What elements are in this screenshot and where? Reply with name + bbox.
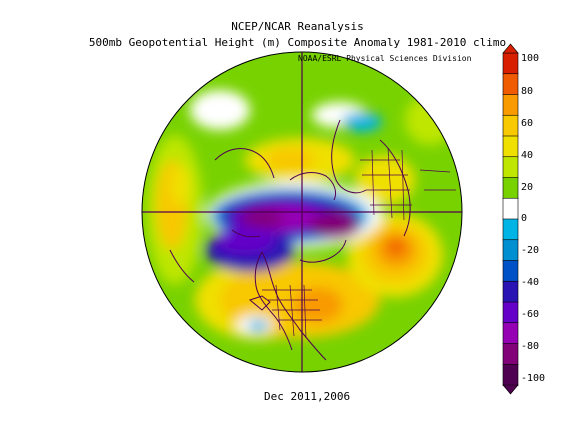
- chart-subtitle: 500mb Geopotential Height (m) Composite …: [88, 36, 507, 49]
- colorbar-tick-label: 0: [521, 213, 528, 224]
- colorbar-segment: [502, 239, 519, 262]
- colorbar-segment: [502, 218, 519, 241]
- colorbar-segment: [502, 135, 519, 158]
- colorbar-tick-label: 60: [521, 118, 534, 129]
- colorbar-segment: [502, 73, 519, 96]
- colorbar-segment: [502, 363, 519, 386]
- colorbar-tick-label: -40: [521, 277, 540, 288]
- colorbar-segment: [502, 260, 519, 283]
- colorbar-max-arrow: [502, 43, 519, 54]
- colorbar-tick-label: 100: [521, 53, 540, 64]
- colorbar-segment: [502, 114, 519, 137]
- colorbar-min-arrow: [502, 384, 519, 395]
- colorbar-tick-label: -60: [521, 309, 540, 320]
- colorbar-tick-label: 20: [521, 182, 534, 193]
- colorbar-segment: [502, 280, 519, 303]
- colorbar-tick-label: -100: [521, 373, 546, 384]
- colorbar-segment: [502, 322, 519, 345]
- colorbar-tick-label: -20: [521, 245, 540, 256]
- colorbar-tick-label: 40: [521, 150, 534, 161]
- colorbar-tick-label: 80: [521, 86, 534, 97]
- colorbar-segment: [502, 301, 519, 324]
- colorbar-segment: [502, 197, 519, 220]
- credit-text: NOAA/ESRL Physical Sciences Division: [298, 54, 472, 63]
- colorbar-segment: [502, 177, 519, 200]
- colorbar-segment: [502, 94, 519, 117]
- colorbar-segment: [502, 343, 519, 366]
- borders: [262, 147, 456, 339]
- colorbar-segment: [502, 52, 519, 75]
- composite-dates: Dec 2011,2006: [264, 390, 351, 403]
- chart-title: NCEP/NCAR Reanalysis: [231, 20, 364, 33]
- map-border: [141, 51, 463, 373]
- colorbar-tick-label: -80: [521, 341, 540, 352]
- colorbar-segment: [502, 156, 519, 179]
